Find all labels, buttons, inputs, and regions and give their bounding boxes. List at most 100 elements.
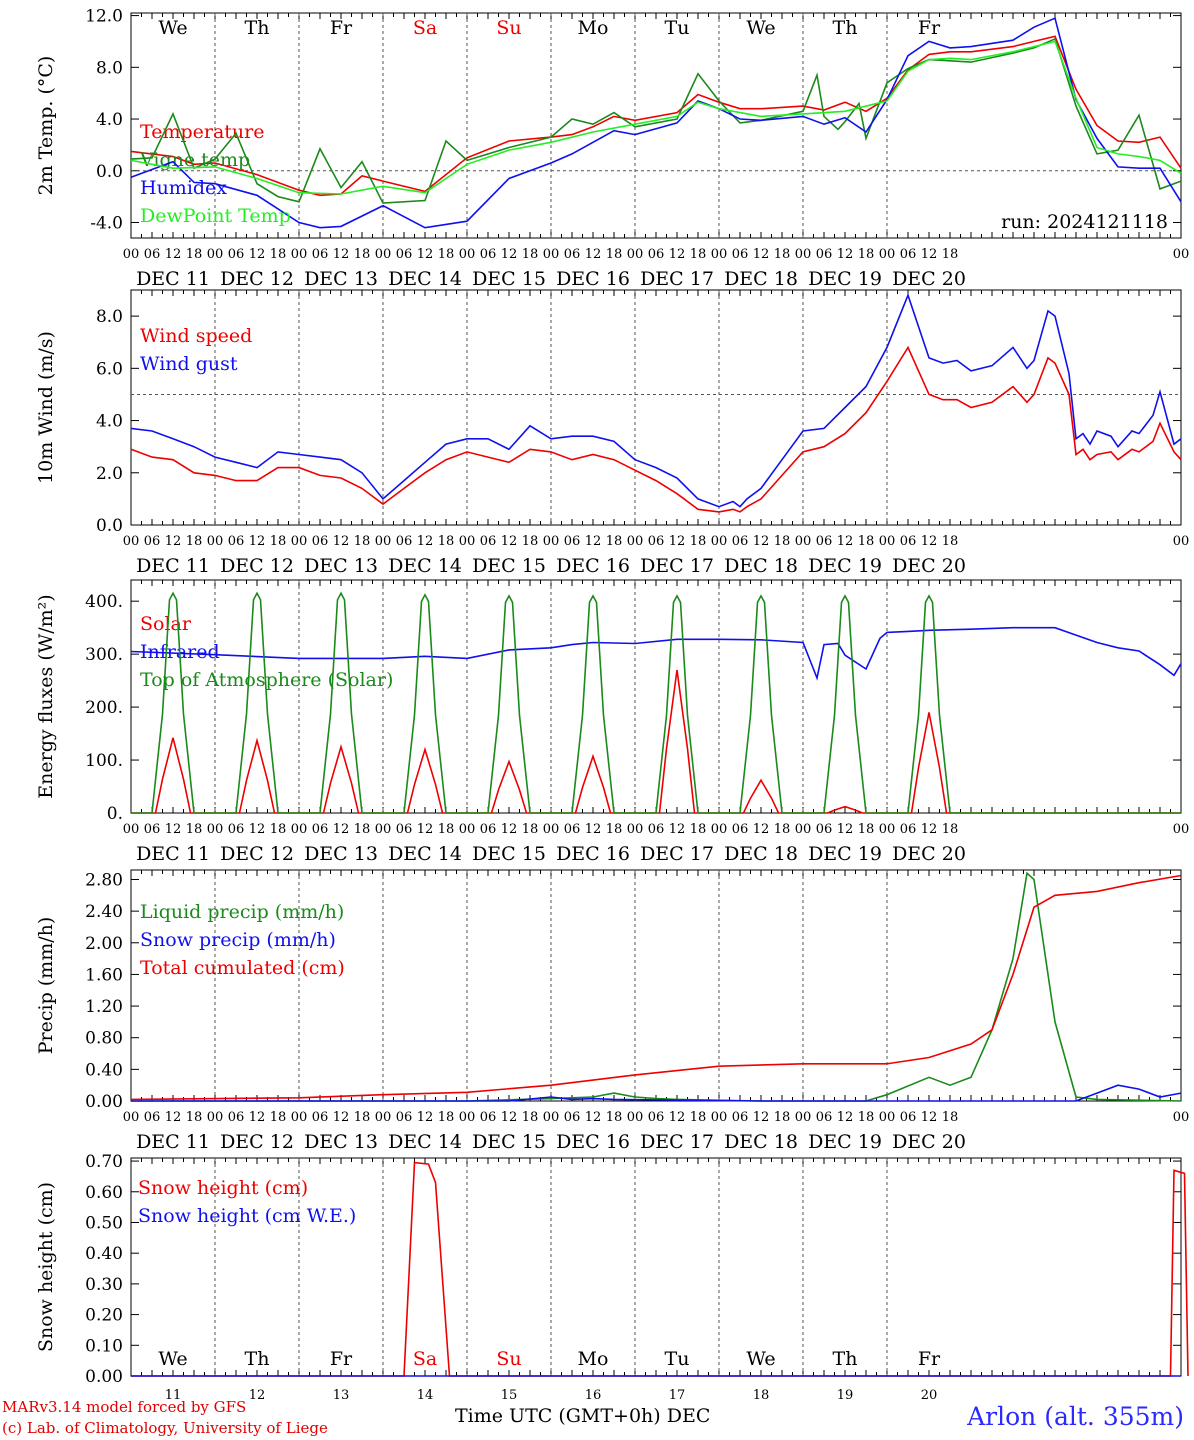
hour-tick-label: 12 — [249, 247, 266, 262]
hour-tick-label: 06 — [816, 534, 833, 549]
series-line-total-cumulated-cm- — [130, 874, 1182, 1101]
date-label: DEC 20 — [892, 843, 966, 865]
date-label: DEC 13 — [304, 555, 378, 577]
hour-tick-label: 00 — [375, 1110, 392, 1125]
hour-tick-label: 06 — [396, 534, 413, 549]
hour-tick-label: 00 — [795, 534, 812, 549]
hour-tick-label: 12 — [585, 822, 602, 837]
hour-tick-label: 00 — [207, 822, 224, 837]
y-tick-label: 0. — [107, 804, 123, 824]
hour-tick-label: 18 — [774, 247, 791, 262]
day-of-week-label: Tu — [665, 1348, 690, 1370]
hour-tick-label: 06 — [900, 1110, 917, 1125]
day-of-week-label: Th — [833, 17, 858, 39]
legend-entry: Total cumulated (cm) — [140, 957, 345, 979]
y-tick-label: 4.0 — [96, 412, 123, 432]
legend-entry: Snow precip (mm/h) — [140, 929, 336, 951]
hour-tick-label: 18 — [522, 534, 539, 549]
credit-line-1: MARv3.14 model forced by GFS — [2, 1398, 247, 1416]
hour-tick-label: 12 — [753, 1110, 770, 1125]
day-of-week-label: Th — [833, 1348, 858, 1370]
hour-tick-label: 18 — [606, 822, 623, 837]
y-tick-label: 0.10 — [85, 1336, 123, 1356]
hour-tick-label: 00 — [711, 534, 728, 549]
date-label: DEC 19 — [808, 843, 882, 865]
hour-tick-label: 06 — [144, 247, 161, 262]
hour-tick-label: 18 — [354, 822, 371, 837]
hour-tick-label: 06 — [396, 822, 413, 837]
panel-frame-wind — [130, 289, 1182, 526]
hour-tick-label: 18 — [270, 1110, 287, 1125]
hour-tick-label: 06 — [396, 1110, 413, 1125]
hour-tick-label: 12 — [837, 1110, 854, 1125]
hour-tick-label: 18 — [690, 534, 707, 549]
hour-tick-label: 18 — [438, 822, 455, 837]
series-line-infrared — [130, 626, 1182, 681]
hour-tick-label: 06 — [480, 247, 497, 262]
y-tick-label: 2.0 — [96, 464, 123, 484]
x-date-label: 12 — [249, 1388, 266, 1403]
hour-tick-label: 12 — [669, 534, 686, 549]
y-tick-label: 0.0 — [96, 516, 123, 536]
hour-tick-label: 00 — [375, 534, 392, 549]
hour-tick-label: 18 — [774, 534, 791, 549]
date-label: DEC 12 — [220, 555, 294, 577]
hour-tick-label: 18 — [774, 1110, 791, 1125]
hour-tick-label: 18 — [522, 822, 539, 837]
y-axis-label: 10m Wind (m/s) — [35, 331, 57, 484]
hour-tick-label: 06 — [732, 1110, 749, 1125]
date-label: DEC 20 — [892, 555, 966, 577]
hour-tick-label: 18 — [522, 247, 539, 262]
y-tick-label: 2.40 — [85, 902, 123, 922]
date-label: DEC 16 — [556, 555, 630, 577]
y-tick-label: 8.0 — [96, 307, 123, 327]
date-label: DEC 17 — [640, 843, 714, 865]
hour-tick-label: 06 — [480, 534, 497, 549]
date-label: DEC 15 — [472, 1131, 546, 1153]
hour-tick-label: 06 — [396, 247, 413, 262]
date-label: DEC 19 — [808, 555, 882, 577]
day-of-week-label: Fr — [918, 1348, 941, 1370]
date-label: DEC 12 — [220, 268, 294, 290]
legend-entry: Solar — [140, 613, 192, 635]
y-axis-label: 2m Temp. (°C) — [35, 56, 57, 196]
y-axis-label: Energy fluxes (W/m²) — [35, 594, 57, 798]
hour-tick-label: 06 — [228, 822, 245, 837]
hour-tick-label: 18 — [354, 1110, 371, 1125]
run-label: run: 2024121118 — [1001, 211, 1168, 233]
date-label: DEC 18 — [724, 1131, 798, 1153]
day-of-week-label: We — [158, 1348, 187, 1370]
hour-tick-label: 12 — [753, 534, 770, 549]
hour-tick-label: 12 — [837, 822, 854, 837]
y-tick-label: 400. — [85, 592, 123, 612]
y-tick-label: 2.00 — [85, 934, 123, 954]
legend-entry: Humidex — [140, 177, 227, 199]
day-of-week-label: Tu — [665, 17, 690, 39]
hour-tick-label: 00 — [543, 822, 560, 837]
hour-tick-label: 06 — [312, 1110, 329, 1125]
x-date-label: 16 — [585, 1388, 602, 1403]
y-axis-label: Snow height (cm) — [35, 1182, 57, 1352]
hour-tick-label: 12 — [837, 534, 854, 549]
hour-tick-label: 06 — [648, 822, 665, 837]
x-date-label: 17 — [669, 1388, 686, 1403]
hour-tick-label: 06 — [816, 1110, 833, 1125]
hour-tick-label: 06 — [228, 534, 245, 549]
hour-tick-label: 12 — [165, 822, 182, 837]
day-of-week-label: Su — [496, 17, 521, 39]
hour-tick-label: 00 — [879, 822, 896, 837]
panel-frame-energy — [130, 579, 1182, 814]
hour-tick-label: 12 — [249, 1110, 266, 1125]
hour-tick-label: 12 — [333, 534, 350, 549]
y-tick-label: 0.30 — [85, 1275, 123, 1295]
series-line-snow-precip-mm-h- — [131, 1084, 1182, 1102]
y-tick-label: 0.0 — [96, 162, 123, 182]
y-tick-label: 0.00 — [85, 1092, 123, 1112]
hour-tick-label: 18 — [270, 822, 287, 837]
legend-entry: Snow height (cm) — [138, 1177, 308, 1199]
hour-tick-label: 00 — [795, 1110, 812, 1125]
hour-tick-label: 12 — [417, 247, 434, 262]
date-label: DEC 13 — [304, 268, 378, 290]
hour-tick-label: 06 — [648, 534, 665, 549]
